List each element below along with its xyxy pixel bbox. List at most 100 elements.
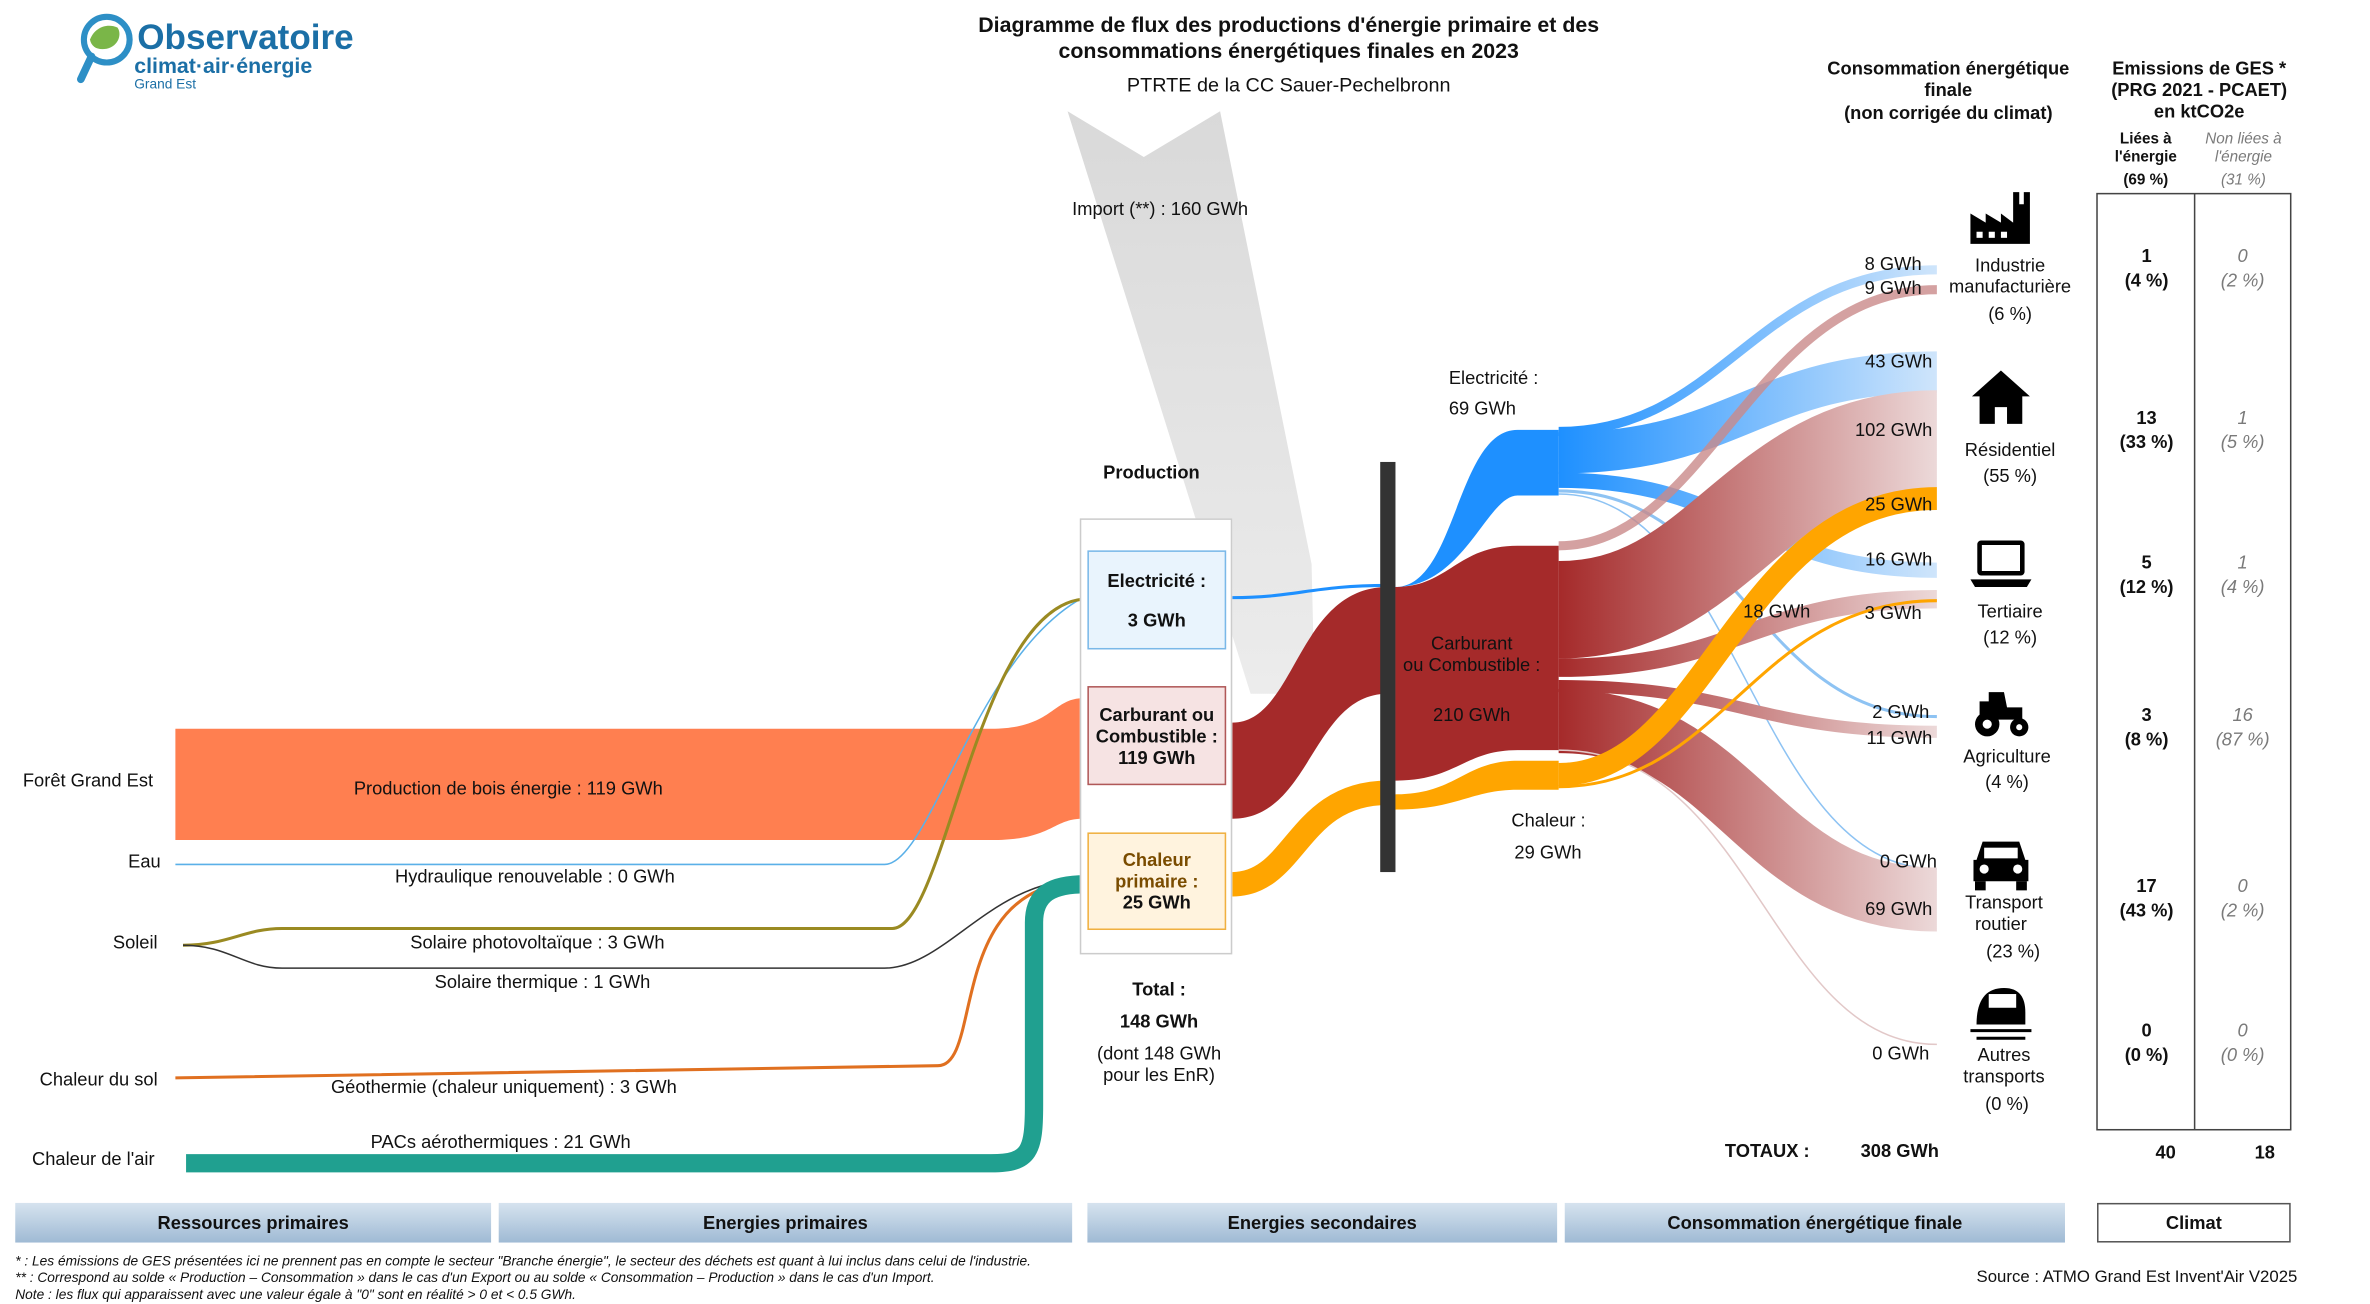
prod-elec-box: Electricité : 3 GWh bbox=[1087, 550, 1227, 650]
ges-heading-l2: (PRG 2021 - PCAET) bbox=[2111, 79, 2288, 101]
label-bois: Production de bois énergie : 119 GWh bbox=[353, 777, 663, 799]
val-aut: 0 GWh bbox=[1872, 1042, 1930, 1065]
flow-carb-transport bbox=[1557, 689, 1938, 932]
sector-autres-pct: (0 %) bbox=[1985, 1093, 2029, 1115]
sector-industrie-l2: manufacturière bbox=[1949, 275, 2072, 298]
ges-row4-p2: (87 %) bbox=[2215, 728, 2270, 751]
car-icon bbox=[1973, 841, 2029, 891]
sec-elec-body bbox=[1395, 429, 1559, 587]
footnote-3: Note : les flux qui apparaissent avec un… bbox=[15, 1286, 576, 1303]
ges-row6-p1: (0 %) bbox=[2124, 1044, 2169, 1066]
val-agr-carb: 11 GWh bbox=[1866, 727, 1933, 749]
sector-autres-l2: transports bbox=[1963, 1065, 2045, 1088]
ges-row3-p2: (4 %) bbox=[2220, 576, 2265, 598]
sec-chal-label: Chaleur : bbox=[1511, 809, 1586, 831]
prod-carb-l1: Carburant ou bbox=[1099, 703, 1215, 725]
totaux-value: 308 GWh bbox=[1860, 1140, 1939, 1162]
val-agr-elec: 2 GWh bbox=[1872, 701, 1930, 723]
label-hydro: Hydraulique renouvelable : 0 GWh bbox=[395, 865, 675, 888]
factory-icon bbox=[1970, 192, 2030, 244]
prod-enr-l1: (dont 148 GWh bbox=[1097, 1042, 1222, 1065]
ges-row2-p2: (5 %) bbox=[2220, 431, 2265, 453]
ges-row2-v1: 13 bbox=[2136, 407, 2157, 429]
ges-row3-p1: (12 %) bbox=[2119, 576, 2174, 598]
sec-elec-value: 69 GWh bbox=[1448, 397, 1516, 420]
prod-enr-l2: pour les EnR) bbox=[1103, 1064, 1216, 1086]
ges-row1-p2: (2 %) bbox=[2220, 269, 2265, 292]
train-icon bbox=[1970, 987, 2032, 1040]
sec-carb-body bbox=[1395, 545, 1559, 781]
ges-row2-v2: 1 bbox=[2237, 407, 2248, 429]
val-tra-elec: 0 GWh bbox=[1879, 850, 1937, 873]
val-res-carb: 102 GWh bbox=[1854, 419, 1933, 441]
sector-residentiel-pct: (55 %) bbox=[1983, 465, 2038, 487]
prod-total-label: Total : bbox=[1132, 978, 1186, 1001]
bar-energies-primaires: Energies primaires bbox=[498, 1202, 1073, 1243]
res-soleil: Soleil bbox=[112, 931, 158, 953]
val-tra-carb: 69 GWh bbox=[1865, 897, 1933, 920]
logo-line2: climat·air·énergie bbox=[134, 53, 313, 78]
ges-col1-pct: (69 %) bbox=[2123, 172, 2169, 190]
footnote-2: ** : Correspond au solde « Production – … bbox=[15, 1269, 935, 1286]
source: Source : ATMO Grand Est Invent'Air V2025 bbox=[1976, 1268, 2298, 1287]
sector-transport-pct: (23 %) bbox=[1986, 940, 2041, 963]
prod-carb-l2: Combustible : bbox=[1095, 724, 1218, 747]
res-eau: Eau bbox=[128, 850, 161, 873]
sec-carb-l1: Carburant bbox=[1431, 632, 1513, 655]
hydro-flow bbox=[175, 596, 1084, 866]
sector-tertiaire-l1: Tertiaire bbox=[1977, 600, 2043, 623]
flow-elec-transport bbox=[1558, 493, 1937, 870]
prod-chal-l3: 25 GWh bbox=[1122, 891, 1191, 914]
ges-row6-v1: 0 bbox=[2141, 1019, 2152, 1042]
val-ter-chal: 3 GWh bbox=[1864, 602, 1922, 624]
magnifier-logo-icon bbox=[77, 13, 133, 84]
flow-chal-residentiel bbox=[1558, 487, 1937, 786]
flow-carb-agriculture bbox=[1558, 679, 1937, 738]
ges-row6-v2: 0 bbox=[2237, 1019, 2248, 1042]
bar-energies-secondaires: Energies secondaires bbox=[1087, 1202, 1558, 1243]
label-pv: Solaire photovoltaïque : 3 GWh bbox=[410, 931, 665, 953]
val-ter-carb: 18 GWh bbox=[1743, 600, 1811, 623]
ges-row4-v2: 16 bbox=[2232, 704, 2253, 726]
ges-col2-l2: l'énergie bbox=[2214, 149, 2273, 167]
logo-line1: Observatoire bbox=[137, 16, 354, 57]
prod-carb-flow bbox=[1232, 586, 1388, 819]
res-foret: Forêt Grand Est bbox=[22, 769, 154, 792]
thermique-flow bbox=[183, 878, 1083, 969]
ges-row4-p1: (8 %) bbox=[2124, 728, 2169, 751]
ges-heading-l3: en ktCO2e bbox=[2153, 100, 2245, 122]
prod-elec-l1: Electricité : bbox=[1107, 569, 1207, 591]
ges-row5-p1: (43 %) bbox=[2119, 899, 2174, 921]
prod-carb-box: Carburant ou Combustible : 119 GWh bbox=[1087, 686, 1227, 786]
sector-residentiel-l1: Résidentiel bbox=[1964, 439, 2056, 461]
prod-elec-l2: 3 GWh bbox=[1127, 609, 1186, 631]
ges-col1-l2: l'énergie bbox=[2114, 149, 2177, 167]
prod-carb-l3: 119 GWh bbox=[1118, 746, 1196, 768]
logo-line3: Grand Est bbox=[134, 76, 197, 92]
ges-row5-v1: 17 bbox=[2136, 875, 2157, 897]
subtitle: PTRTE de la CC Sauer-Pechelbronn bbox=[1126, 73, 1451, 97]
totaux-label: TOTAUX : bbox=[1724, 1140, 1810, 1162]
ges-row2-p1: (33 %) bbox=[2119, 431, 2174, 453]
flow-carb-tertiaire bbox=[1558, 590, 1937, 677]
label-pac: PACs aérothermiques : 21 GWh bbox=[370, 1131, 631, 1153]
ges-total1: 40 bbox=[2155, 1141, 2176, 1164]
flow-chal-tertiaire bbox=[1558, 599, 1937, 789]
prod-total-value: 148 GWh bbox=[1119, 1010, 1199, 1033]
ges-row1-p1: (4 %) bbox=[2124, 269, 2169, 292]
sec-carb-value: 210 GWh bbox=[1433, 704, 1511, 726]
ges-col1-l1: Liées à bbox=[2119, 131, 2172, 148]
ges-col2-pct: (31 %) bbox=[2220, 172, 2266, 190]
flow-carb-industrie bbox=[1558, 285, 1937, 551]
ges-row4-v1: 3 bbox=[2141, 704, 2152, 726]
conso-heading-l1: Consommation énergétique bbox=[1827, 57, 2070, 80]
pac-flow bbox=[186, 875, 1087, 1173]
label-thermique: Solaire thermique : 1 GWh bbox=[434, 971, 651, 993]
ges-heading-l1: Emissions de GES * bbox=[2112, 57, 2287, 80]
import-label: Import (**) : 160 GWh bbox=[1072, 198, 1249, 220]
val-ind-carb: 9 GWh bbox=[1864, 277, 1922, 299]
title-line1: Diagramme de flux des productions d'éner… bbox=[978, 12, 1600, 37]
sector-transport-l2: routier bbox=[1974, 913, 2027, 935]
sec-carb-l2: ou Combustible : bbox=[1403, 654, 1541, 676]
sector-tertiaire-pct: (12 %) bbox=[1983, 626, 2038, 648]
